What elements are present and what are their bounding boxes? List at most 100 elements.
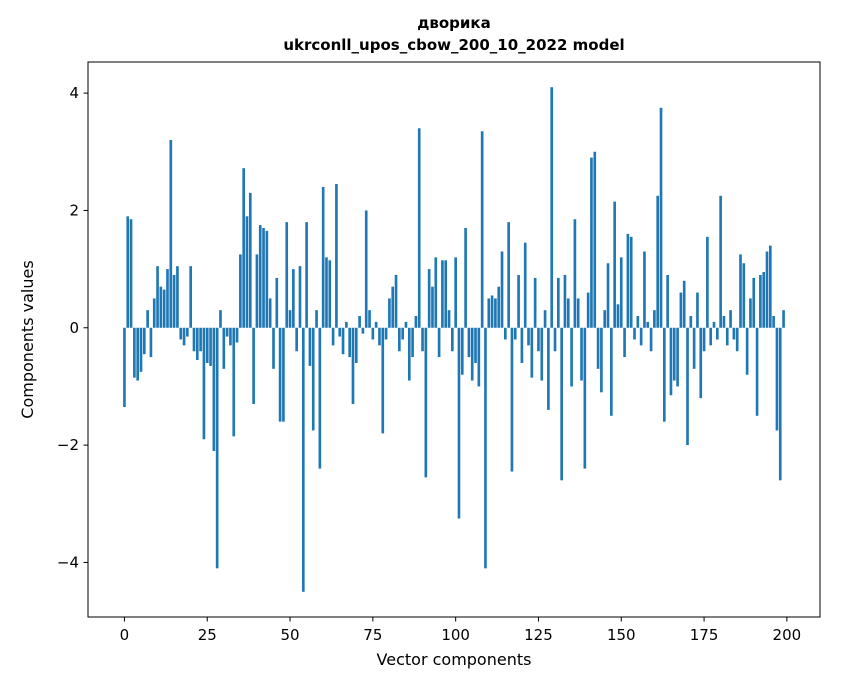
bar-component-113	[497, 286, 501, 328]
y-tick-label: 4	[69, 84, 79, 102]
bar-component-114	[500, 251, 504, 328]
bar-component-6	[142, 327, 146, 355]
chart-title: дворика	[417, 14, 491, 32]
bar-component-145	[603, 310, 607, 328]
bar-component-34	[235, 327, 239, 343]
bar-component-48	[282, 327, 285, 422]
bar-component-117	[510, 327, 514, 472]
bar-component-69	[351, 327, 355, 405]
bar-component-130	[553, 327, 557, 352]
bar-component-22	[195, 327, 199, 361]
bar-component-182	[725, 327, 729, 346]
bar-component-179	[716, 327, 719, 340]
bar-component-97	[444, 260, 448, 328]
bar-component-63	[331, 327, 335, 346]
bar-component-67	[345, 321, 348, 328]
chart-subtitle: ukrconll_upos_cbow_200_10_2022 model	[283, 36, 625, 54]
bar-component-195	[768, 245, 772, 328]
bar-component-47	[278, 327, 282, 422]
y-tick-label: 2	[69, 201, 79, 219]
bar-component-36	[242, 168, 245, 328]
bar-component-18	[182, 327, 186, 346]
bar-component-20	[189, 266, 192, 328]
bar-component-82	[394, 274, 398, 328]
bar-component-28	[215, 327, 219, 569]
bar-component-151	[623, 327, 626, 358]
x-tick-label: 50	[280, 626, 299, 644]
bar-component-15	[172, 274, 176, 328]
bar-component-49	[285, 222, 289, 328]
bar-component-153	[629, 236, 633, 328]
bar-component-96	[441, 260, 444, 328]
bar-component-26	[209, 327, 212, 366]
bar-component-51	[292, 269, 295, 328]
plot-border	[87, 61, 821, 618]
bar-component-147	[610, 327, 613, 416]
bar-component-156	[639, 327, 643, 346]
bar-component-167	[676, 327, 679, 387]
bar-component-169	[682, 280, 686, 328]
bar-component-177	[709, 327, 713, 346]
bar-component-25	[205, 327, 209, 363]
bar-component-123	[530, 327, 534, 378]
x-tick-label: 0	[120, 626, 130, 644]
bar-component-76	[374, 321, 378, 328]
bar-component-135	[570, 327, 573, 387]
bar-component-180	[719, 195, 722, 328]
bar-component-86	[407, 327, 411, 381]
bar-component-88	[414, 316, 418, 328]
bar-component-14	[169, 140, 173, 328]
bar-component-166	[672, 327, 676, 381]
bar-component-5	[139, 327, 143, 372]
bar-component-141	[590, 157, 593, 328]
bar-component-83	[398, 327, 401, 352]
bar-component-176	[706, 236, 709, 328]
bar-component-58	[315, 310, 318, 328]
bar-component-84	[401, 327, 404, 340]
bar-component-110	[487, 298, 491, 328]
bar-component-154	[633, 327, 636, 340]
bar-component-106	[474, 327, 477, 363]
bar-component-136	[573, 219, 577, 328]
bar-component-116	[507, 222, 510, 328]
x-tick-label: 25	[198, 626, 217, 644]
bar-component-3	[133, 327, 136, 378]
bar-component-118	[513, 327, 517, 340]
bar-component-44	[268, 298, 272, 328]
bar-component-175	[702, 327, 706, 352]
bar-component-78	[381, 327, 385, 434]
bar-component-163	[663, 327, 666, 422]
bar-component-131	[557, 277, 560, 328]
bar-component-188	[745, 327, 749, 375]
bar-component-73	[364, 210, 368, 328]
bar-component-100	[454, 257, 457, 328]
bar-component-186	[739, 254, 742, 328]
bar-component-185	[735, 327, 739, 352]
bar-component-59	[318, 327, 322, 469]
bar-component-132	[560, 327, 563, 481]
bar-component-10	[156, 266, 159, 328]
bar-component-137	[576, 298, 580, 328]
bar-component-33	[232, 327, 236, 437]
bar-component-168	[679, 292, 683, 328]
bar-component-41	[258, 225, 262, 328]
bar-component-104	[467, 327, 471, 358]
bar-component-150	[619, 257, 623, 328]
bar-component-13	[166, 269, 169, 328]
bar-component-71	[358, 316, 361, 328]
bar-component-191	[755, 327, 759, 416]
bar-component-164	[666, 274, 669, 328]
bar-component-159	[649, 327, 653, 352]
bar-component-149	[616, 304, 620, 328]
bar-component-129	[550, 87, 554, 328]
bar-component-95	[437, 327, 441, 358]
bar-component-32	[229, 327, 232, 346]
bar-component-64	[335, 184, 338, 328]
bar-component-54	[301, 327, 305, 592]
bar-component-112	[494, 298, 497, 328]
bar-component-165	[669, 327, 673, 396]
bar-component-142	[593, 151, 597, 328]
bar-component-140	[586, 292, 590, 328]
bar-component-29	[219, 310, 222, 328]
